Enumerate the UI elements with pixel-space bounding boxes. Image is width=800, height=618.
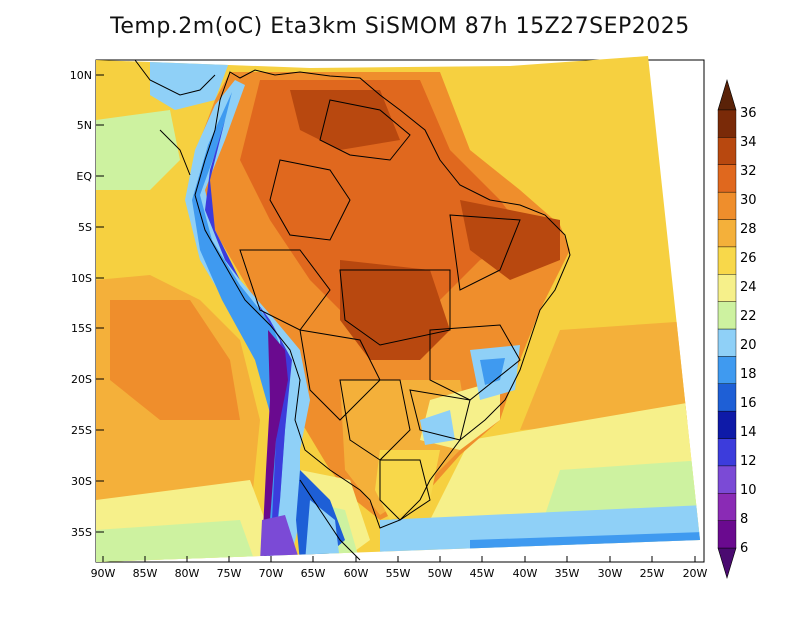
colorbar-swatch	[717, 109, 737, 138]
lon-tick-label: 60W	[344, 567, 369, 580]
colorbar-label: 24	[740, 280, 757, 295]
colorbar-swatch	[717, 493, 737, 521]
colorbar-label: 32	[740, 164, 757, 179]
colorbar-swatch	[717, 328, 737, 357]
lat-tick-label: 20S	[71, 373, 92, 386]
colorbar-swatch	[717, 520, 737, 549]
lon-tick-label: 80W	[175, 567, 200, 580]
lat-tick-label: 15S	[71, 322, 92, 335]
latitude-axis: 10N 5N EQ 5S 10S 15S 20S 25S 30S 35S	[70, 69, 104, 539]
colorbar-swatch	[717, 191, 737, 220]
lon-tick-label: 40W	[513, 567, 538, 580]
colorbar-label: 16	[740, 396, 757, 411]
lon-tick-label: 75W	[217, 567, 242, 580]
lon-tick-label: 45W	[470, 567, 495, 580]
lat-tick-label: 5N	[77, 119, 92, 132]
colorbar-swatch	[717, 383, 737, 412]
colorbar-label: 28	[740, 222, 757, 237]
colorbar-label: 30	[740, 193, 757, 208]
colorbar-swatch	[717, 410, 737, 439]
lat-tick-label: EQ	[76, 170, 92, 183]
lat-tick-label: 10N	[70, 69, 92, 82]
lon-tick-label: 20W	[683, 567, 708, 580]
colorbar-swatch	[717, 438, 737, 467]
lon-tick-label: 50W	[428, 567, 453, 580]
colorbar-max-arrow	[717, 78, 737, 111]
lat-tick-label: 10S	[71, 272, 92, 285]
colorbar-min-arrow	[717, 547, 737, 580]
map-title: Temp.2m(oC) Eta3km SiSMOM 87h 15Z27SEP20…	[110, 14, 690, 39]
lon-tick-label: 85W	[133, 567, 158, 580]
colorbar-swatch	[717, 246, 737, 275]
lat-tick-label: 25S	[71, 424, 92, 437]
colorbar-label: 8	[740, 512, 748, 527]
lon-tick-label: 55W	[386, 567, 411, 580]
lon-tick-label: 90W	[91, 567, 116, 580]
temperature-field	[96, 56, 700, 562]
colorbar-label: 36	[740, 106, 757, 121]
colorbar-label: 12	[740, 454, 757, 469]
lon-tick-label: 30W	[598, 567, 623, 580]
colorbar-swatch	[717, 137, 737, 165]
colorbar-swatch	[717, 164, 737, 193]
colorbar-label: 34	[740, 135, 757, 150]
longitude-axis: 90W 85W 80W 75W 70W 65W 60W 55W 50W 45W …	[91, 556, 708, 580]
colorbar-label: 14	[740, 425, 757, 440]
lat-tick-label: 35S	[71, 526, 92, 539]
colorbar-label: 10	[740, 483, 757, 498]
colorbar: 6 8 10 12 14 16 18 20 22 24 26 28 30 32 …	[717, 78, 757, 580]
colorbar-swatch	[717, 274, 737, 302]
colorbar-swatch	[717, 219, 737, 248]
colorbar-label: 18	[740, 367, 757, 382]
lon-tick-label: 65W	[301, 567, 326, 580]
lon-tick-label: 35W	[555, 567, 580, 580]
colorbar-swatch	[717, 465, 737, 494]
colorbar-swatch	[717, 356, 737, 384]
colorbar-swatch	[717, 301, 737, 330]
colorbar-label: 6	[740, 541, 748, 556]
lon-tick-label: 70W	[259, 567, 284, 580]
colorbar-label: 22	[740, 309, 757, 324]
lon-tick-label: 25W	[640, 567, 665, 580]
lat-tick-label: 30S	[71, 475, 92, 488]
lat-tick-label: 5S	[78, 221, 92, 234]
coastlines	[134, 59, 571, 561]
colorbar-label: 26	[740, 251, 757, 266]
colorbar-label: 20	[740, 338, 757, 353]
